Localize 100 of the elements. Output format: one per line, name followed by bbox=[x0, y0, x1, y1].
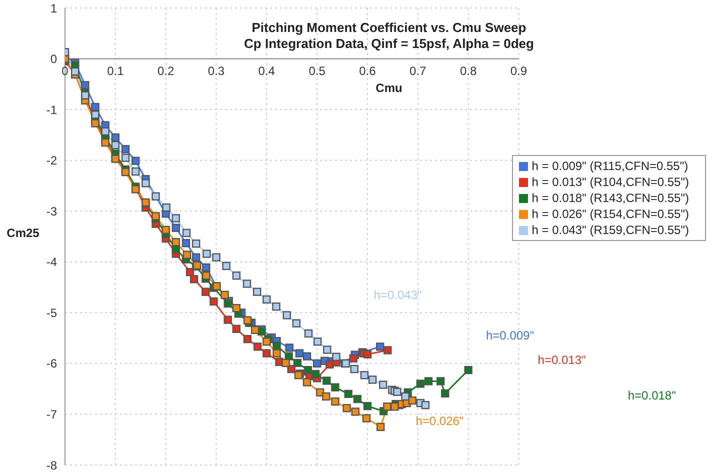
x-axis-title: Cmu bbox=[376, 80, 402, 95]
point bbox=[322, 376, 331, 385]
y-tick-label: -8 bbox=[46, 458, 58, 472]
point bbox=[332, 352, 340, 361]
y-tick-label: -7 bbox=[46, 407, 58, 422]
y-tick-label: -5 bbox=[46, 306, 58, 320]
legend-label: h = 0.018" (R143,CFN=0.55") bbox=[532, 191, 689, 205]
point bbox=[224, 299, 232, 308]
point bbox=[121, 145, 130, 154]
text: Pitching Moment Coefficient vs. Cmu Sweep bbox=[252, 20, 526, 35]
point bbox=[172, 245, 180, 254]
y-tick-label: -3 bbox=[46, 204, 58, 218]
point bbox=[111, 133, 120, 142]
x-tick-label: 0 bbox=[62, 64, 69, 78]
x-tick-label: 0.1 bbox=[107, 64, 124, 78]
point bbox=[250, 326, 260, 334]
point bbox=[351, 408, 360, 416]
point bbox=[302, 352, 312, 360]
legend-label: h = 0.043" (R159,CFN=0.55") bbox=[532, 223, 689, 237]
point bbox=[202, 288, 210, 296]
point bbox=[401, 392, 410, 401]
point bbox=[182, 250, 192, 259]
point bbox=[91, 110, 100, 119]
point bbox=[111, 141, 120, 150]
point bbox=[292, 319, 300, 328]
point bbox=[131, 156, 140, 165]
point bbox=[224, 316, 232, 324]
point bbox=[182, 228, 191, 238]
point bbox=[202, 250, 211, 258]
point bbox=[284, 352, 293, 360]
x-tick-label: 0.3 bbox=[208, 64, 225, 78]
point bbox=[384, 346, 392, 354]
point bbox=[331, 383, 340, 392]
x-tick-label: 0.9 bbox=[510, 64, 528, 78]
point bbox=[313, 338, 322, 346]
point bbox=[350, 364, 358, 374]
text: Cp Integration Data, Qinf = 15psf, Alpha = 0deg bbox=[244, 36, 534, 51]
point bbox=[282, 358, 290, 368]
point bbox=[162, 203, 170, 212]
y-tick-label: 0 bbox=[50, 52, 58, 66]
x-tick-label: 0.8 bbox=[460, 64, 477, 78]
annotation: h=0.043" bbox=[374, 288, 422, 302]
point bbox=[202, 263, 210, 272]
point bbox=[302, 378, 312, 386]
point bbox=[232, 304, 241, 312]
point bbox=[232, 272, 241, 280]
point bbox=[142, 179, 150, 188]
point bbox=[182, 239, 190, 248]
legend-label: h = 0.009" (R115,CFN=0.55") bbox=[532, 159, 688, 173]
point bbox=[172, 224, 180, 232]
x-tick-label: 0.2 bbox=[157, 64, 174, 78]
point bbox=[379, 380, 388, 389]
point bbox=[252, 288, 262, 296]
point bbox=[162, 226, 170, 234]
y-tick-label: -6 bbox=[46, 356, 58, 371]
y-tick-label: 1 bbox=[50, 1, 58, 16]
point bbox=[152, 192, 160, 200]
x-tick-label: 0.4 bbox=[258, 64, 276, 78]
point bbox=[436, 377, 445, 386]
point bbox=[424, 377, 433, 386]
point bbox=[349, 354, 358, 362]
point bbox=[253, 342, 262, 351]
point bbox=[464, 366, 472, 374]
point bbox=[262, 295, 271, 304]
text: h=0.013" bbox=[538, 353, 586, 368]
y-tick-label: -1 bbox=[46, 102, 58, 117]
point bbox=[376, 342, 384, 351]
y-axis-title: Cm25 bbox=[6, 226, 40, 240]
x-tick-label: 0.6 bbox=[359, 64, 376, 78]
point bbox=[304, 329, 313, 338]
point bbox=[220, 290, 229, 299]
point bbox=[172, 238, 180, 246]
point bbox=[243, 316, 252, 324]
point bbox=[416, 380, 425, 388]
point bbox=[212, 253, 220, 262]
point bbox=[243, 334, 252, 344]
point bbox=[368, 376, 377, 384]
point bbox=[360, 371, 369, 380]
point bbox=[376, 422, 385, 432]
legend-label: h = 0.026" (R154,CFN=0.55") bbox=[532, 207, 689, 221]
point bbox=[323, 346, 332, 354]
point bbox=[81, 81, 90, 90]
point bbox=[152, 212, 160, 220]
point bbox=[262, 338, 271, 346]
point bbox=[172, 214, 180, 222]
x-tick-label: 0.7 bbox=[410, 64, 427, 78]
point bbox=[390, 402, 399, 411]
point bbox=[232, 324, 241, 334]
point bbox=[131, 167, 140, 176]
point bbox=[362, 414, 371, 422]
point bbox=[202, 272, 210, 280]
point bbox=[295, 349, 304, 358]
point bbox=[342, 404, 351, 412]
point bbox=[272, 302, 280, 311]
point bbox=[222, 262, 230, 270]
point bbox=[293, 358, 302, 368]
point bbox=[312, 359, 322, 368]
point bbox=[331, 397, 340, 406]
point bbox=[192, 240, 200, 248]
point bbox=[285, 344, 294, 352]
